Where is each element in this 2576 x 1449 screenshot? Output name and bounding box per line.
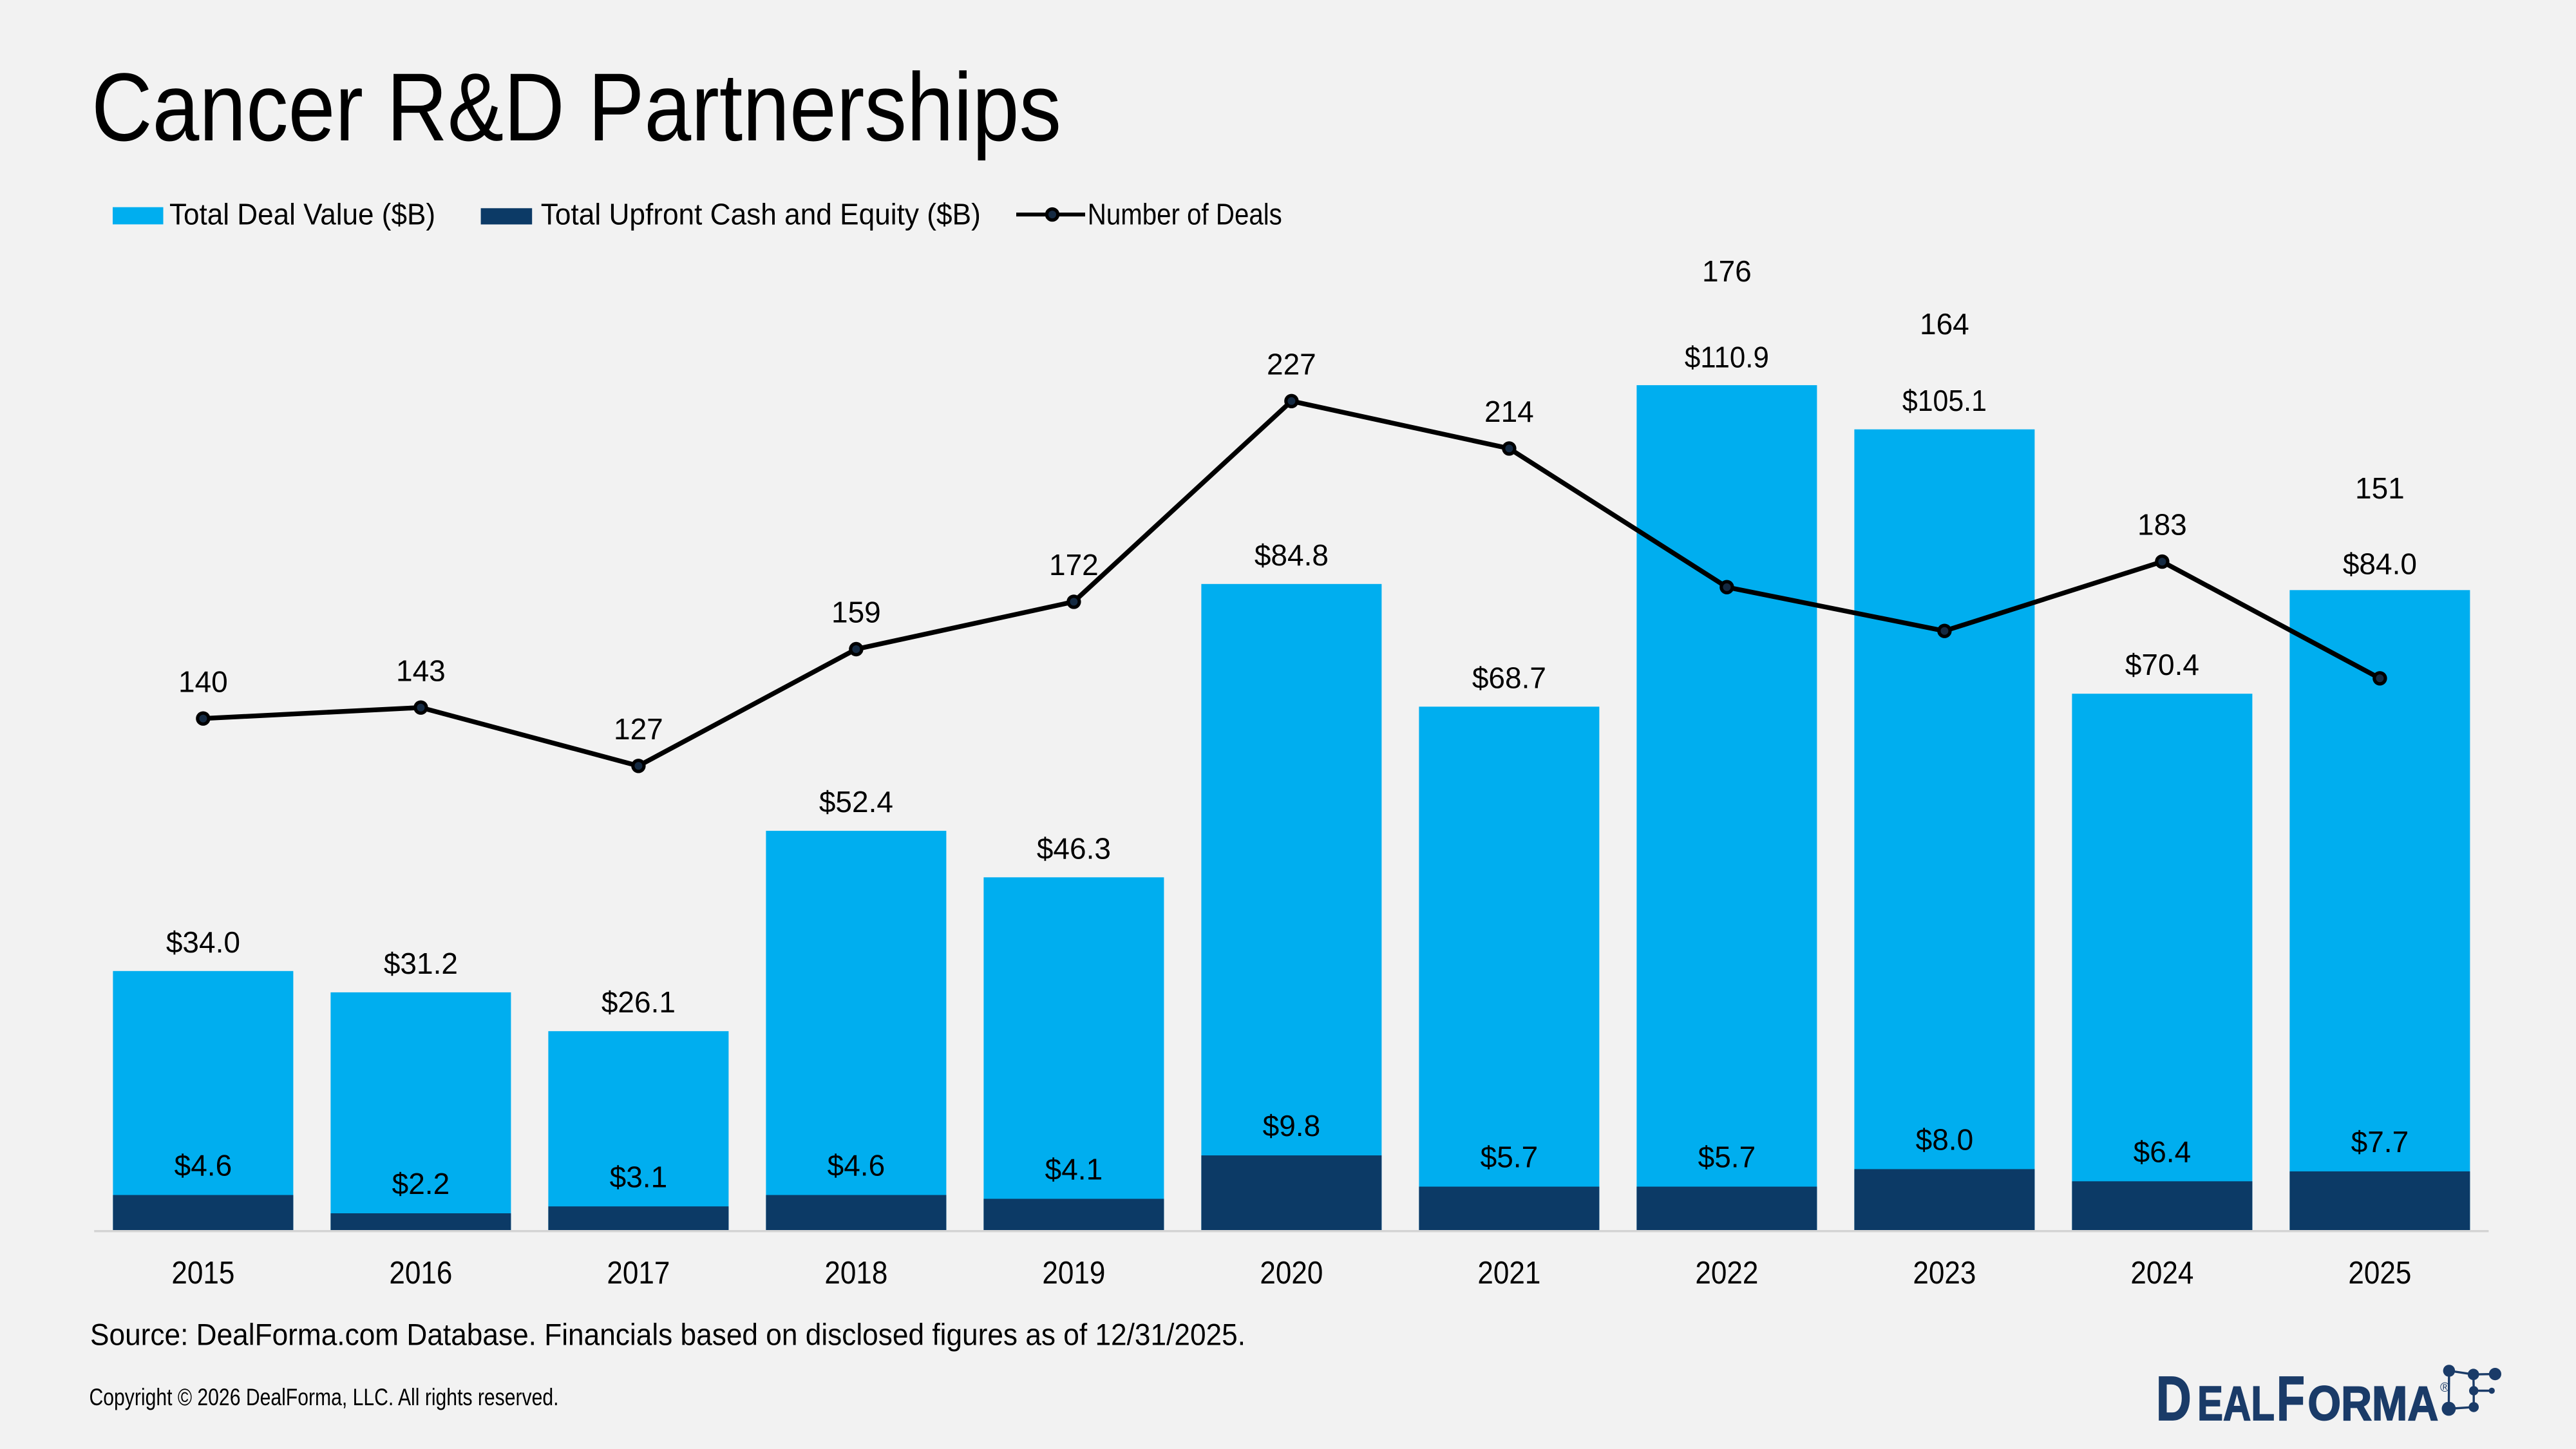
svg-text:F: F (2277, 1363, 2305, 1434)
svg-text:$6.4: $6.4 (2134, 1135, 2192, 1168)
svg-text:2020: 2020 (1260, 1256, 1323, 1291)
svg-text:ORMA: ORMA (2307, 1376, 2438, 1430)
svg-text:127: 127 (614, 712, 663, 746)
svg-text:2019: 2019 (1042, 1256, 1105, 1291)
svg-text:$31.2: $31.2 (384, 947, 458, 980)
svg-text:2025: 2025 (2348, 1256, 2411, 1291)
svg-text:164: 164 (1920, 307, 1969, 341)
svg-text:$84.8: $84.8 (1255, 538, 1329, 572)
svg-text:$9.8: $9.8 (1263, 1109, 1321, 1142)
svg-text:$70.4: $70.4 (2125, 648, 2199, 681)
svg-text:®: ® (2440, 1381, 2450, 1395)
svg-text:Total Upfront Cash and Equity: Total Upfront Cash and Equity ($B) (541, 198, 981, 231)
svg-text:$84.0: $84.0 (2343, 547, 2417, 581)
svg-text:$2.2: $2.2 (392, 1167, 450, 1200)
svg-text:$5.7: $5.7 (1481, 1141, 1539, 1174)
svg-text:$3.1: $3.1 (610, 1160, 668, 1193)
svg-text:$46.3: $46.3 (1037, 831, 1111, 865)
svg-text:2015: 2015 (171, 1256, 234, 1291)
svg-text:140: 140 (178, 665, 228, 698)
svg-text:151: 151 (2355, 471, 2405, 505)
svg-text:$4.1: $4.1 (1045, 1153, 1103, 1186)
svg-text:183: 183 (2137, 508, 2187, 542)
svg-text:$68.7: $68.7 (1472, 661, 1546, 694)
svg-text:$4.6: $4.6 (175, 1149, 232, 1182)
svg-text:EAL: EAL (2197, 1376, 2275, 1430)
svg-text:2016: 2016 (389, 1256, 452, 1291)
svg-text:227: 227 (1267, 347, 1316, 381)
svg-text:$7.7: $7.7 (2351, 1125, 2409, 1159)
svg-text:$52.4: $52.4 (819, 785, 893, 819)
svg-text:$34.0: $34.0 (166, 925, 240, 959)
svg-text:2017: 2017 (607, 1256, 670, 1291)
svg-text:172: 172 (1049, 548, 1099, 582)
svg-text:$26.1: $26.1 (601, 985, 676, 1019)
svg-text:Copyright © 2026 DealForma, LL: Copyright © 2026 DealForma, LLC. All rig… (90, 1384, 559, 1410)
svg-text:159: 159 (831, 596, 881, 629)
svg-text:143: 143 (396, 654, 446, 687)
svg-text:$8.0: $8.0 (1916, 1122, 1974, 1156)
svg-text:$4.6: $4.6 (828, 1149, 886, 1182)
svg-text:Cancer R&D Partnerships: Cancer R&D Partnerships (91, 53, 1061, 161)
svg-text:214: 214 (1484, 395, 1534, 428)
svg-text:Total Deal Value ($B): Total Deal Value ($B) (169, 198, 435, 231)
svg-text:$110.9: $110.9 (1685, 341, 1769, 374)
svg-text:2021: 2021 (1477, 1256, 1540, 1291)
svg-text:176: 176 (1702, 254, 1752, 288)
svg-text:D: D (2156, 1363, 2192, 1434)
svg-text:Source: DealForma.com Database: Source: DealForma.com Database. Financia… (90, 1318, 1245, 1352)
svg-text:2024: 2024 (2130, 1256, 2193, 1291)
svg-text:2022: 2022 (1695, 1256, 1758, 1291)
svg-text:Number of Deals: Number of Deals (1088, 198, 1282, 231)
svg-text:$105.1: $105.1 (1902, 384, 1987, 417)
svg-text:2018: 2018 (824, 1256, 887, 1291)
svg-text:2023: 2023 (1913, 1256, 1976, 1291)
svg-text:$5.7: $5.7 (1698, 1141, 1756, 1174)
